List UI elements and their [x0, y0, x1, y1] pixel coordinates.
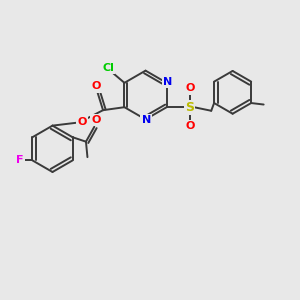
Text: N: N: [142, 115, 151, 125]
Text: F: F: [16, 155, 24, 165]
Text: O: O: [185, 83, 194, 94]
Text: S: S: [185, 101, 194, 114]
Text: O: O: [92, 81, 101, 92]
Text: N: N: [163, 77, 172, 87]
Text: O: O: [77, 117, 87, 127]
Text: Cl: Cl: [102, 63, 114, 73]
Text: O: O: [185, 121, 194, 131]
Text: O: O: [91, 115, 101, 125]
